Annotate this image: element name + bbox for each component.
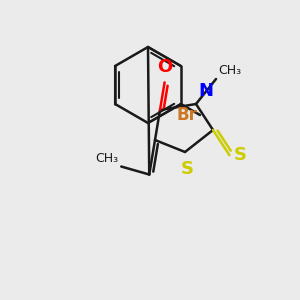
Text: S: S xyxy=(233,146,246,164)
Text: Br: Br xyxy=(176,106,197,124)
Text: O: O xyxy=(157,58,172,76)
Text: CH₃: CH₃ xyxy=(218,64,241,77)
Text: N: N xyxy=(198,82,213,100)
Text: CH₃: CH₃ xyxy=(95,152,118,164)
Text: S: S xyxy=(181,160,194,178)
